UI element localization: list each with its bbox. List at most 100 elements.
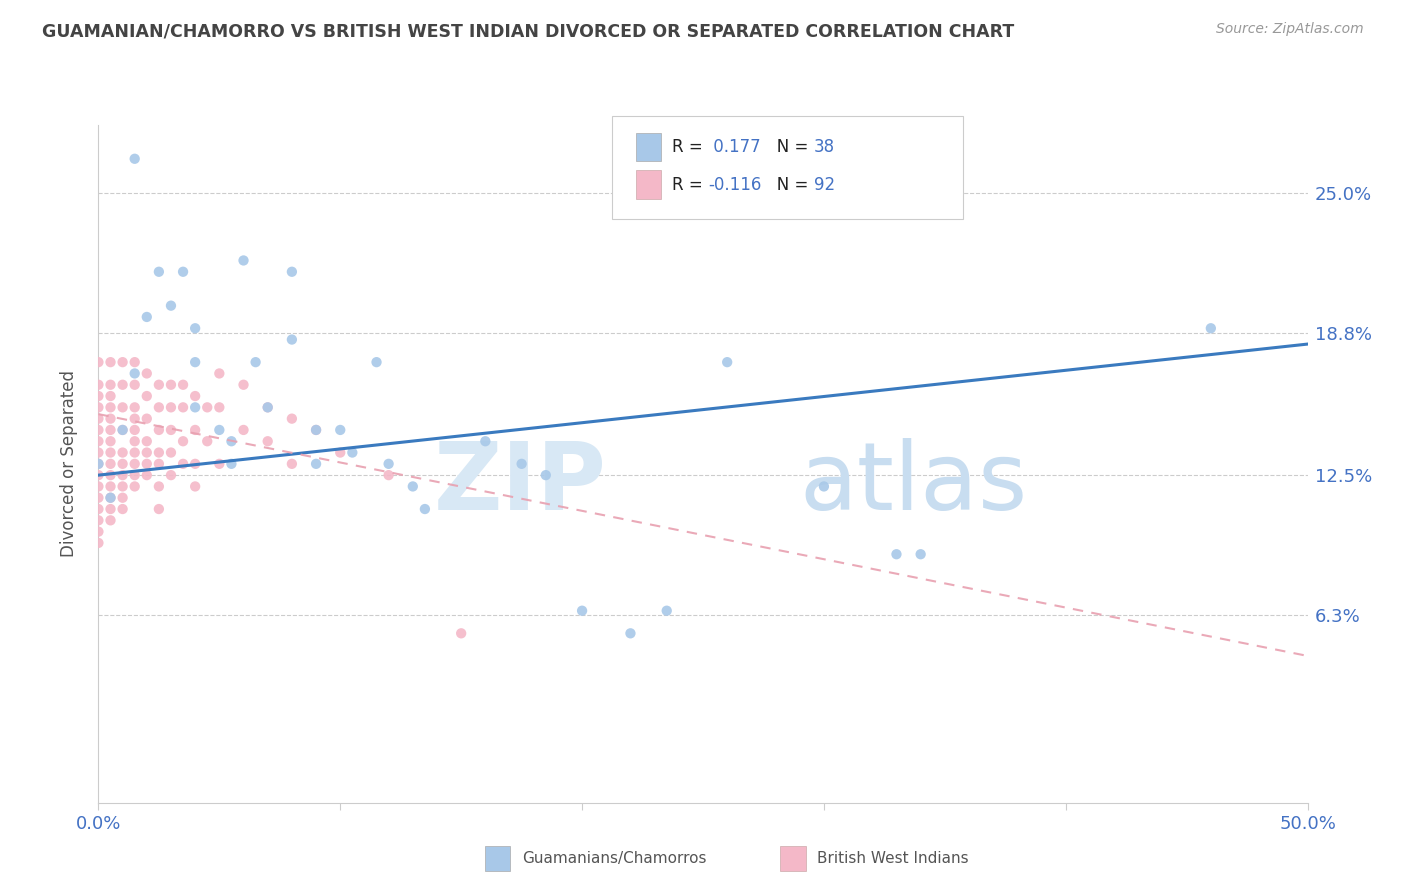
Point xyxy=(135,310,157,324)
Point xyxy=(148,377,170,392)
Point xyxy=(910,547,932,561)
Point xyxy=(184,423,207,437)
Point xyxy=(135,389,157,403)
Point xyxy=(195,401,218,415)
Point xyxy=(377,457,399,471)
Point xyxy=(813,479,835,493)
Point xyxy=(232,253,254,268)
Point xyxy=(124,434,146,449)
Text: N =: N = xyxy=(762,176,814,194)
Point xyxy=(172,457,194,471)
Point xyxy=(111,479,134,493)
Point xyxy=(619,626,641,640)
Point xyxy=(124,367,146,381)
Point xyxy=(87,513,110,527)
Text: N =: N = xyxy=(761,138,813,156)
Point xyxy=(100,434,122,449)
Point xyxy=(160,423,183,437)
Text: 38: 38 xyxy=(813,138,834,156)
Point xyxy=(329,445,352,459)
Point xyxy=(100,423,122,437)
Point xyxy=(510,457,533,471)
Point xyxy=(124,411,146,425)
Text: atlas: atlas xyxy=(800,438,1028,530)
Point xyxy=(100,491,122,505)
Point xyxy=(87,355,110,369)
Point xyxy=(100,401,122,415)
Point xyxy=(111,491,134,505)
Point xyxy=(160,445,183,459)
Point xyxy=(87,502,110,516)
Point xyxy=(281,333,304,347)
Point xyxy=(87,479,110,493)
Point xyxy=(305,423,328,437)
Point xyxy=(172,434,194,449)
Point xyxy=(148,479,170,493)
Point xyxy=(100,457,122,471)
Point xyxy=(450,626,472,640)
Point xyxy=(87,423,110,437)
Point xyxy=(100,377,122,392)
Point xyxy=(100,355,122,369)
Point xyxy=(135,468,157,483)
Point xyxy=(87,468,110,483)
Point xyxy=(366,355,388,369)
Text: R =: R = xyxy=(672,138,709,156)
Point xyxy=(184,355,207,369)
Text: GUAMANIAN/CHAMORRO VS BRITISH WEST INDIAN DIVORCED OR SEPARATED CORRELATION CHAR: GUAMANIAN/CHAMORRO VS BRITISH WEST INDIA… xyxy=(42,22,1015,40)
Point xyxy=(87,434,110,449)
Point xyxy=(402,479,425,493)
Point xyxy=(329,423,352,437)
Point xyxy=(87,524,110,539)
Point xyxy=(111,423,134,437)
Text: Source: ZipAtlas.com: Source: ZipAtlas.com xyxy=(1216,22,1364,37)
Point xyxy=(160,401,183,415)
Point xyxy=(148,401,170,415)
Point xyxy=(135,445,157,459)
Point xyxy=(124,457,146,471)
Point xyxy=(87,389,110,403)
Point xyxy=(148,265,170,279)
Point xyxy=(342,445,364,459)
Text: ZIP: ZIP xyxy=(433,438,606,530)
Point xyxy=(124,468,146,483)
Point xyxy=(305,457,328,471)
Point xyxy=(111,423,134,437)
Point xyxy=(208,367,231,381)
Text: British West Indians: British West Indians xyxy=(817,851,969,865)
Point xyxy=(124,377,146,392)
Point xyxy=(184,401,207,415)
Point xyxy=(534,468,557,483)
Text: -0.116: -0.116 xyxy=(709,176,762,194)
Y-axis label: Divorced or Separated: Divorced or Separated xyxy=(59,370,77,558)
Point xyxy=(100,479,122,493)
Point xyxy=(135,411,157,425)
Point xyxy=(160,468,183,483)
Point xyxy=(87,457,110,471)
Point xyxy=(87,457,110,471)
Point xyxy=(148,502,170,516)
Point xyxy=(655,604,678,618)
Point xyxy=(184,457,207,471)
Point xyxy=(245,355,267,369)
Point xyxy=(172,401,194,415)
Point xyxy=(100,445,122,459)
Point xyxy=(111,401,134,415)
Point xyxy=(232,423,254,437)
Point xyxy=(100,502,122,516)
Point xyxy=(413,502,436,516)
Point xyxy=(886,547,908,561)
Point xyxy=(111,468,134,483)
Point xyxy=(716,355,738,369)
Text: 92: 92 xyxy=(814,176,835,194)
Point xyxy=(135,457,157,471)
Point xyxy=(87,411,110,425)
Point xyxy=(111,355,134,369)
Point xyxy=(124,355,146,369)
Point xyxy=(160,377,183,392)
Point xyxy=(281,265,304,279)
Point xyxy=(87,445,110,459)
Point xyxy=(208,457,231,471)
Text: 0.177: 0.177 xyxy=(709,138,761,156)
Point xyxy=(100,491,122,505)
